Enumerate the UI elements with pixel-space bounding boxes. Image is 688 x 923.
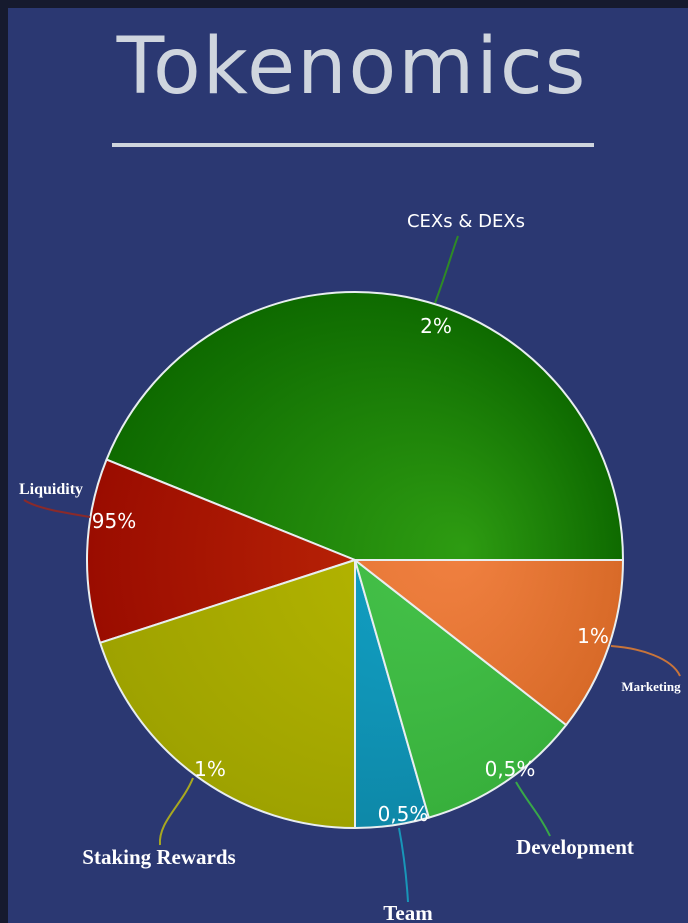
leader-line-staking-rewards bbox=[158, 777, 194, 846]
value-label-staking-rewards: 1% bbox=[194, 757, 226, 781]
pie-slice-cexs-dexs[interactable] bbox=[105, 291, 624, 561]
value-label-liquidity: 95% bbox=[92, 509, 136, 533]
leader-line-liquidity bbox=[23, 499, 91, 518]
pie-slice-staking-rewards[interactable] bbox=[99, 559, 356, 829]
leader-line-marketing bbox=[610, 645, 681, 677]
pie-slice-development[interactable] bbox=[354, 559, 568, 819]
value-label-marketing: 1% bbox=[577, 624, 609, 648]
leader-line-development bbox=[515, 781, 551, 837]
leader-line-team bbox=[398, 827, 409, 903]
page-title: Tokenomics bbox=[116, 22, 588, 112]
pie-slice-liquidity[interactable] bbox=[86, 458, 356, 644]
slice-name-label-team: Team bbox=[383, 901, 433, 923]
pie-slice-marketing[interactable] bbox=[354, 559, 624, 726]
value-label-team: 0,5% bbox=[378, 802, 429, 826]
slice-name-label-development: Development bbox=[516, 835, 634, 859]
leader-line-cexs-dexs bbox=[434, 235, 459, 304]
slice-name-label-staking-rewards: Staking Rewards bbox=[82, 845, 235, 869]
slice-name-label-cexs-dexs: CEXs & DEXs bbox=[407, 211, 525, 232]
value-label-cexs-dexs: 2% bbox=[420, 314, 452, 338]
title-underline bbox=[112, 143, 594, 147]
slice-name-label-marketing: Marketing bbox=[621, 679, 681, 694]
value-label-development: 0,5% bbox=[485, 757, 536, 781]
slice-name-label-liquidity: Liquidity bbox=[19, 481, 83, 498]
